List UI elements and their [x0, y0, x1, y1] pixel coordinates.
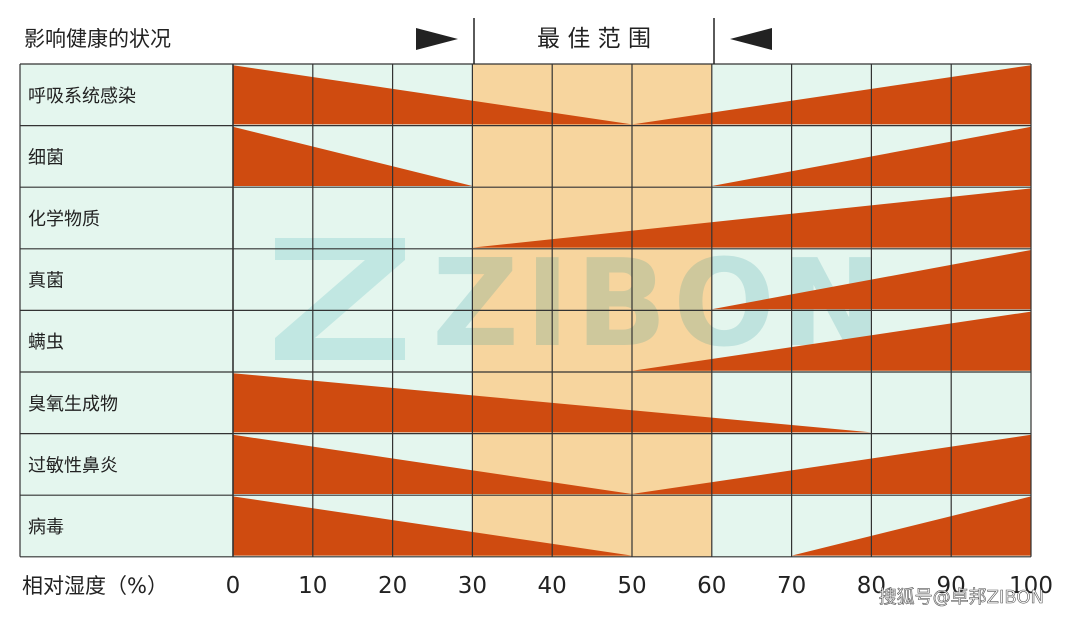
row-label: 细菌	[28, 147, 64, 168]
x-tick-label: 20	[378, 573, 407, 599]
x-tick-label: 30	[458, 573, 487, 599]
risk-wedge	[233, 496, 632, 556]
x-tick-label: 50	[617, 573, 646, 599]
arrow-right-icon	[416, 28, 458, 50]
risk-wedge	[791, 496, 1031, 556]
risk-wedge	[233, 434, 632, 494]
x-tick-label: 0	[226, 573, 241, 599]
x-tick-label: 80	[857, 573, 886, 599]
chart-title: 影响健康的状况	[24, 27, 171, 51]
x-axis-label: 相对湿度（%）	[22, 574, 168, 598]
row-label: 过敏性鼻炎	[28, 455, 118, 476]
grid-lines	[19, 63, 1032, 558]
risk-wedge	[472, 188, 1031, 248]
risk-wedge	[632, 434, 1031, 494]
x-tick-label: 100	[1009, 573, 1053, 599]
row-label: 臭氧生成物	[28, 394, 118, 415]
row-label: 真菌	[28, 271, 64, 292]
arrow-left-icon	[730, 28, 772, 50]
risk-wedge	[233, 126, 473, 186]
row-label: 病毒	[28, 517, 64, 538]
optimal-range-label: 最 佳 范 围	[537, 26, 651, 52]
x-tick-label: 60	[697, 573, 726, 599]
x-tick-label: 70	[777, 573, 806, 599]
row-label: 呼吸系统感染	[28, 86, 136, 107]
risk-wedge	[632, 65, 1031, 125]
row-label: 螨虫	[28, 332, 64, 353]
risk-wedge	[233, 65, 632, 125]
x-tick-label: 40	[538, 573, 567, 599]
x-tick-label: 90	[937, 573, 966, 599]
x-tick-label: 10	[298, 573, 327, 599]
source-credit: 搜狐号@卓邦ZIBON	[879, 587, 1044, 608]
row-label: 化学物质	[28, 209, 100, 230]
risk-wedge	[632, 311, 1031, 371]
